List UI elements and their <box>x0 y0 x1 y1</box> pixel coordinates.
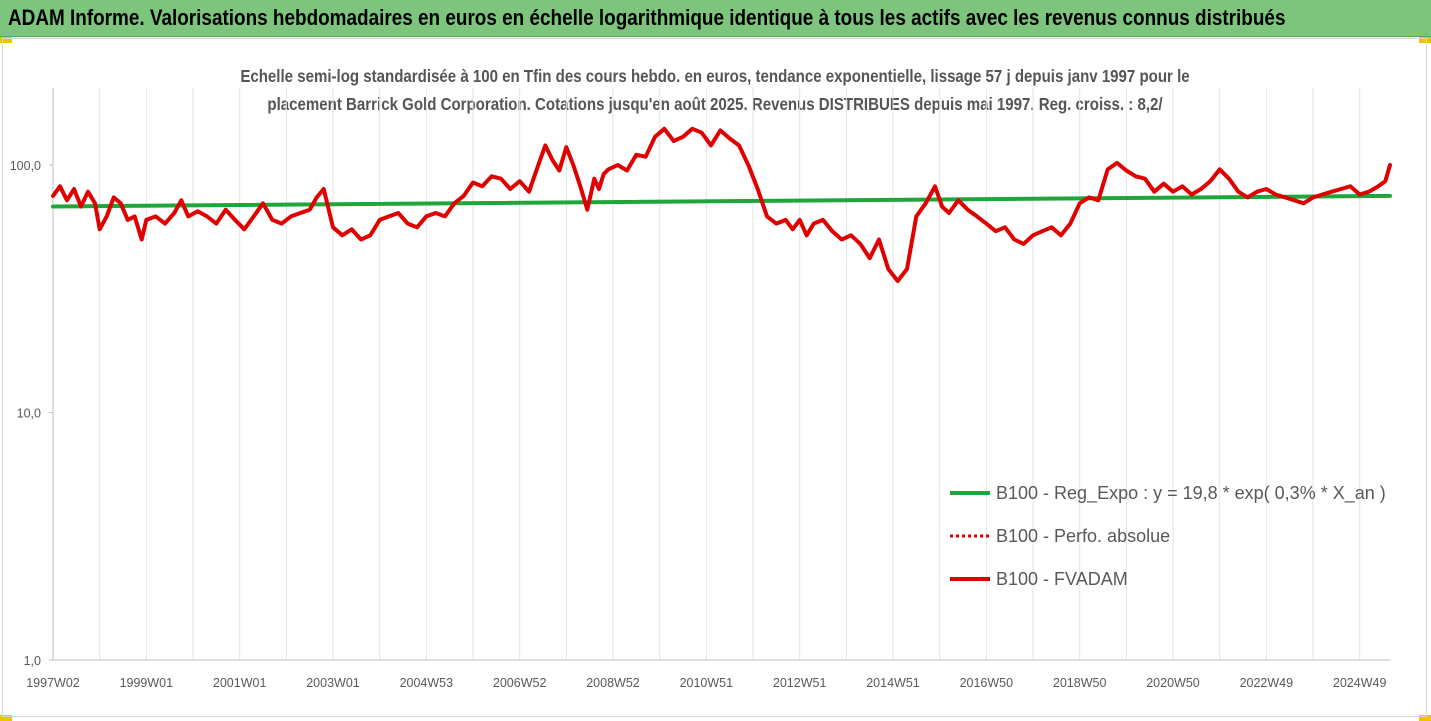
y-tick-label: 1,0 <box>24 654 41 668</box>
chart-title-line-1: Echelle semi-log standardisée à 100 en T… <box>240 66 1190 86</box>
x-tick-label: 1997W02 <box>26 676 80 690</box>
x-tick-label: 2014W51 <box>866 676 920 690</box>
x-tick-label: 2003W01 <box>306 676 360 690</box>
y-tick-label: 100,0 <box>10 159 41 173</box>
x-tick-label: 1999W01 <box>120 676 174 690</box>
x-tick-label: 2018W50 <box>1053 676 1107 690</box>
x-tick-label: 2006W52 <box>493 676 547 690</box>
chart-title: Echelle semi-log standardisée à 100 en T… <box>120 62 1310 118</box>
chart-title-line-2: placement Barrick Gold Corporation. Cota… <box>267 94 1163 114</box>
corner-mark-bottom-right <box>1419 715 1431 721</box>
legend-label-1: B100 - Perfo. absolue <box>996 526 1170 546</box>
chart-frame <box>2 38 1427 717</box>
legend-label-2: B100 - FVADAM <box>996 569 1128 589</box>
corner-mark-left <box>0 37 12 43</box>
x-tick-label: 2016W50 <box>960 676 1014 690</box>
series-line-0 <box>51 193 1392 209</box>
banner-title: ADAM Informe. Valorisations hebdomadaire… <box>8 5 1286 30</box>
x-tick-label: 2022W49 <box>1240 676 1294 690</box>
legend: B100 - Reg_Expo : y = 19,8 * exp( 0,3% *… <box>950 483 1386 589</box>
x-tick-label: 2020W50 <box>1146 676 1200 690</box>
series-layer <box>51 126 1392 283</box>
y-tick-label: 10,0 <box>17 407 41 421</box>
x-tick-label: 2024W49 <box>1333 676 1387 690</box>
series-line-2 <box>51 126 1392 283</box>
x-tick-label: 2004W53 <box>400 676 454 690</box>
x-tick-label: 2012W51 <box>773 676 827 690</box>
legend-label-0: B100 - Reg_Expo : y = 19,8 * exp( 0,3% *… <box>996 483 1386 504</box>
x-tick-label: 2010W51 <box>680 676 734 690</box>
x-tick-label: 2001W01 <box>213 676 267 690</box>
axes: 1,0 10,0 100,0 1997W02 1999W01 2001W01 2003W01… <box>10 88 1390 690</box>
x-tick-label: 2008W52 <box>586 676 640 690</box>
title-banner: ADAM Informe. Valorisations hebdomadaire… <box>0 0 1431 37</box>
corner-mark-bottom-left <box>0 715 12 721</box>
corner-mark-right <box>1419 37 1431 43</box>
grid-lines <box>52 88 1361 660</box>
